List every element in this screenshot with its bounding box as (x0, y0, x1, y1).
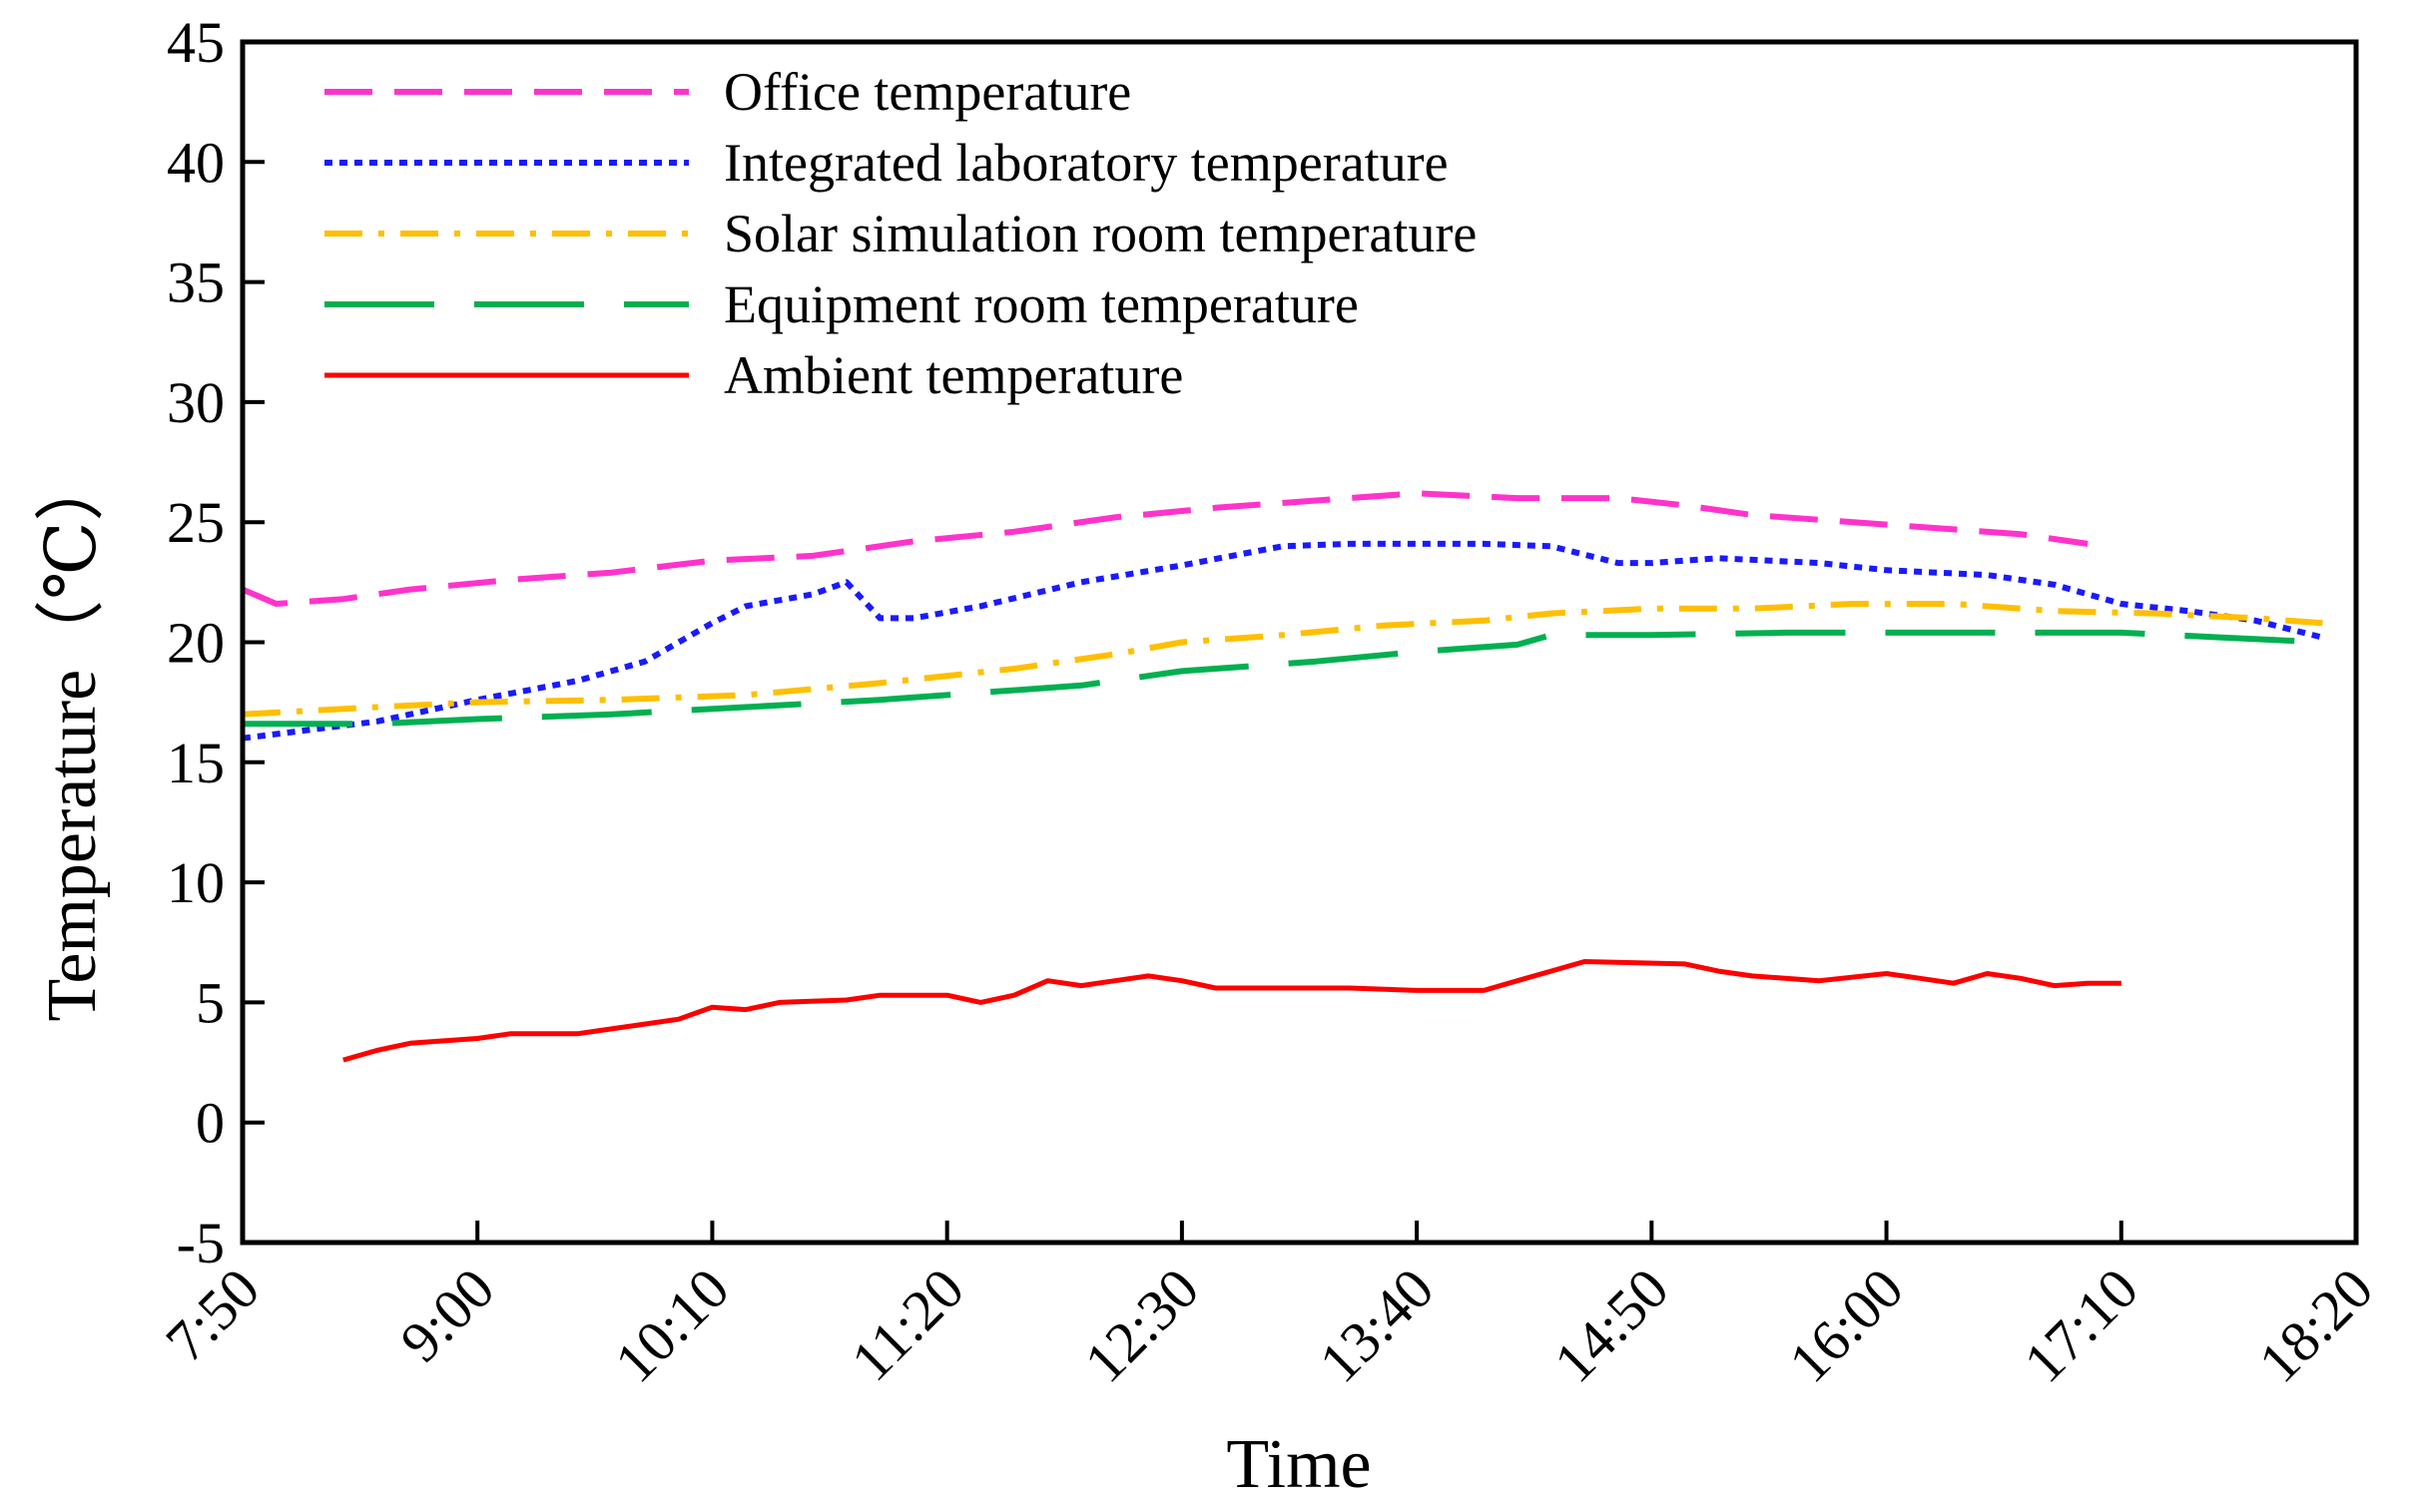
y-tick-label: 5 (196, 970, 225, 1035)
legend-label: Equipment room temperature (724, 274, 1359, 334)
legend-label: Office temperature (724, 62, 1131, 122)
y-tick-label: 30 (167, 370, 225, 435)
y-tick-label: -5 (177, 1211, 225, 1275)
y-tick-label: 45 (167, 10, 225, 75)
legend-label: Integrated laboratory temperature (724, 133, 1449, 193)
legend-label: Ambient temperature (724, 345, 1183, 405)
y-tick-label: 15 (167, 731, 225, 795)
series-line-2 (242, 601, 2323, 718)
y-tick-label: 0 (196, 1091, 225, 1156)
y-tick-label: 40 (167, 130, 225, 195)
series-line-4 (342, 959, 2121, 1063)
y-tick-label: 35 (167, 251, 225, 315)
series-line-0 (241, 490, 2089, 607)
y-tick-label: 20 (167, 611, 225, 676)
y-tick-label: 25 (167, 490, 225, 555)
y-axis-title: Temperature（℃） (34, 452, 111, 1022)
y-tick-label: 10 (167, 850, 225, 915)
x-axis-title: Time (1226, 1426, 1371, 1503)
legend-label: Solar simulation room temperature (724, 204, 1477, 263)
series-line-3 (243, 629, 2323, 728)
